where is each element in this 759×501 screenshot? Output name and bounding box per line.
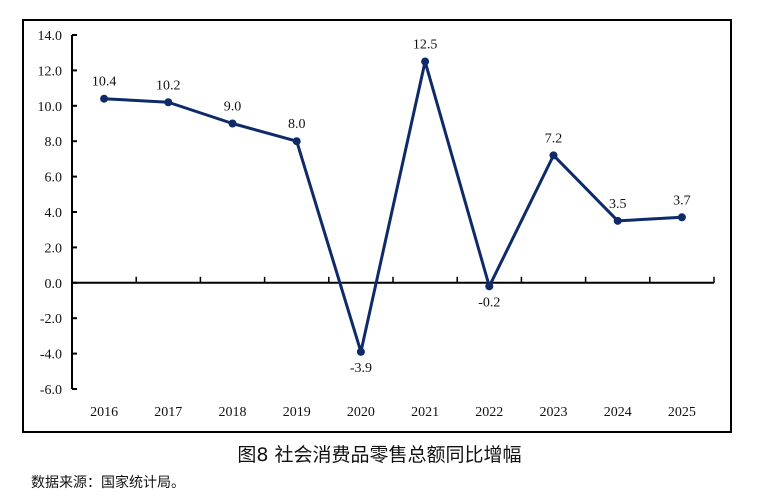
y-tick-label: 4.0: [45, 206, 63, 221]
data-label: -3.9: [350, 361, 372, 376]
data-point: [228, 119, 237, 128]
chart-frame: [22, 19, 732, 433]
data-point: [100, 94, 109, 103]
data-point: [421, 57, 430, 66]
y-tick-label: -6.0: [40, 383, 62, 398]
y-tick-label: -4.0: [40, 348, 62, 363]
data-point: [677, 213, 686, 222]
y-tick-label: 12.0: [38, 64, 63, 79]
y-tick-label: 2.0: [45, 241, 63, 256]
x-tick-label: 2018: [219, 405, 247, 420]
data-label: 3.7: [673, 193, 691, 208]
x-tick-label: 2016: [90, 405, 118, 420]
x-tick-label: 2020: [347, 405, 375, 420]
x-tick-label: 2024: [604, 405, 632, 420]
y-tick-label: 8.0: [45, 135, 63, 150]
series-line: [104, 60, 682, 354]
data-label: 7.2: [545, 131, 563, 146]
data-point: [292, 137, 301, 146]
x-tick-label: 2021: [411, 405, 439, 420]
y-tick-label: 10.0: [38, 100, 63, 115]
y-tick-label: -2.0: [40, 312, 62, 327]
y-tick-label: 0.0: [45, 277, 63, 292]
data-label: 10.2: [156, 78, 181, 93]
data-label: 10.4: [92, 75, 117, 90]
data-label: 9.0: [224, 100, 242, 115]
data-label: -0.2: [478, 295, 500, 310]
chart-title: 图8 社会消费品零售总额同比增幅: [237, 444, 522, 466]
data-point: [613, 216, 622, 225]
x-tick-label: 2023: [540, 405, 568, 420]
x-tick-label: 2019: [283, 405, 311, 420]
data-label: 12.5: [413, 38, 438, 53]
data-point: [164, 98, 173, 107]
y-tick-label: 14.0: [38, 29, 63, 44]
data-point: [549, 151, 558, 160]
x-tick-label: 2025: [668, 405, 696, 420]
data-point: [485, 282, 494, 291]
data-label: 8.0: [288, 117, 306, 132]
x-tick-label: 2017: [154, 405, 182, 420]
data-source: 数据来源：国家统计局。: [31, 475, 185, 491]
x-tick-label: 2022: [475, 405, 503, 420]
data-label: 3.5: [609, 197, 627, 212]
y-tick-label: 6.0: [45, 171, 63, 186]
data-point: [356, 347, 365, 356]
